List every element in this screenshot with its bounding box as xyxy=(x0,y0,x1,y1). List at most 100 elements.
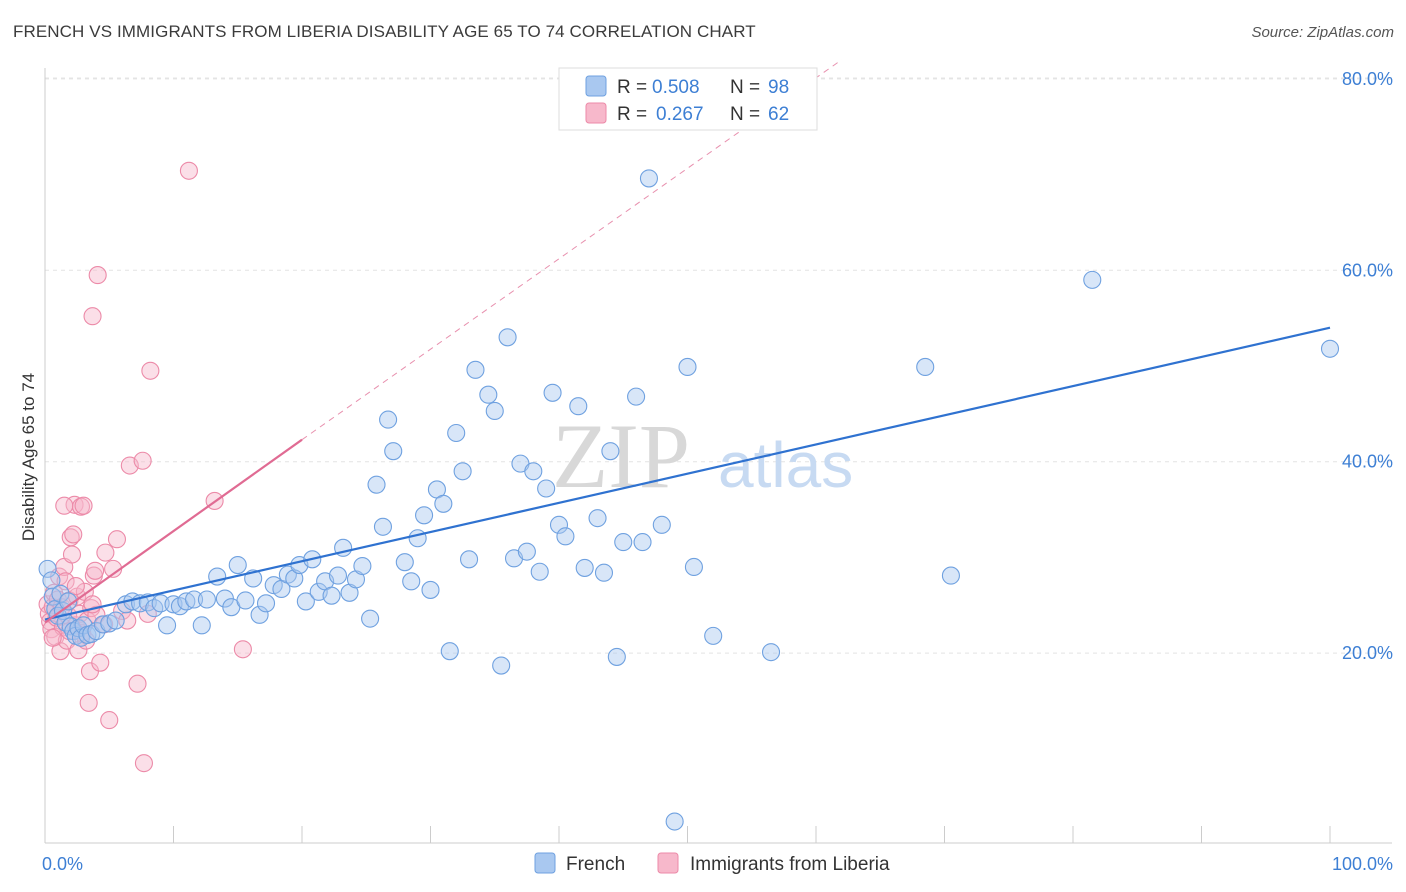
liberia-point xyxy=(100,711,119,730)
french-point xyxy=(177,592,196,611)
axis-layer: 20.0% 40.0% 60.0% 80.0% 0.0% 100.0% xyxy=(42,68,1393,874)
french-point xyxy=(627,387,646,406)
french-point xyxy=(402,572,421,591)
french-point xyxy=(250,605,269,624)
french-point xyxy=(51,584,70,603)
french-point xyxy=(614,533,633,552)
source-label: Source: ZipAtlas.com xyxy=(1251,24,1394,41)
french-point xyxy=(588,509,607,528)
bottom-legend-swatch-french xyxy=(534,852,556,874)
liberia-point xyxy=(134,754,153,773)
french-point xyxy=(549,515,569,534)
liberia-point xyxy=(179,161,198,180)
y-tick-label: 60.0% xyxy=(1342,260,1393,280)
french-point xyxy=(704,626,723,645)
liberia-point xyxy=(79,693,98,712)
french-point xyxy=(466,360,485,379)
bottom-legend-swatch-liberia xyxy=(657,852,679,874)
french-point xyxy=(384,442,403,461)
french-point xyxy=(408,529,427,548)
french-point xyxy=(328,566,348,585)
watermark-zip: ZIP xyxy=(552,405,690,507)
french-point xyxy=(524,462,543,481)
liberia-point xyxy=(91,653,110,672)
french-point xyxy=(517,542,536,561)
x-tick-label-min: 0.0% xyxy=(42,854,83,874)
french-point xyxy=(353,556,372,576)
legend-n-value-liberia: 62 xyxy=(768,104,789,125)
french-point xyxy=(322,586,341,605)
french-point xyxy=(367,475,386,494)
french-point xyxy=(916,357,935,377)
legend-n-label-french: N = xyxy=(730,77,760,98)
french-point xyxy=(492,656,511,675)
french-point xyxy=(556,527,575,546)
y-axis-title: Disability Age 65 to 74 xyxy=(19,373,38,541)
french-point xyxy=(373,517,393,536)
french-point xyxy=(761,643,781,662)
french-point xyxy=(228,556,247,575)
liberia-point xyxy=(141,361,160,380)
french-point xyxy=(197,590,216,609)
french-point xyxy=(61,617,80,636)
french-point xyxy=(1320,339,1340,358)
y-tick-label: 20.0% xyxy=(1342,643,1393,663)
french-point xyxy=(256,594,276,613)
french-point xyxy=(569,397,588,416)
legend-r-value-french: 0.508 xyxy=(652,77,700,98)
liberia-point xyxy=(64,525,83,544)
french-point xyxy=(479,385,498,404)
french-point xyxy=(652,515,671,534)
bottom-legend-label-liberia: Immigrants from Liberia xyxy=(690,854,890,875)
french-point xyxy=(530,562,549,581)
liberia-point xyxy=(55,496,74,515)
liberia-point xyxy=(86,561,105,580)
french-point xyxy=(42,571,61,590)
liberia-point xyxy=(133,451,152,470)
french-point xyxy=(395,553,414,572)
legend-n-value-french: 98 xyxy=(768,77,789,98)
french-point xyxy=(537,479,556,498)
legend-n-label-liberia: N = xyxy=(730,104,760,125)
french-point xyxy=(601,442,620,461)
french-point xyxy=(684,557,703,577)
liberia-point xyxy=(51,642,70,661)
liberia-point xyxy=(107,530,127,549)
y-tick-label: 80.0% xyxy=(1342,69,1393,89)
legend: R = 0.508 N = 98 R = 0.267 N = 62 xyxy=(558,67,818,131)
grid-layer xyxy=(45,77,1392,654)
french-point xyxy=(447,423,466,443)
french-point xyxy=(415,506,434,525)
french-point xyxy=(453,462,472,481)
legend-swatch-french xyxy=(585,75,607,97)
x-tick-label-max: 100.0% xyxy=(1332,854,1393,874)
liberia-point xyxy=(83,307,102,326)
french-point xyxy=(421,580,440,599)
french-point xyxy=(440,642,459,661)
liberia-series xyxy=(38,161,252,773)
liberia-point xyxy=(96,543,115,562)
french-point xyxy=(38,559,57,578)
liberia-point xyxy=(233,640,252,659)
liberia-trend-line xyxy=(44,438,303,624)
french-point xyxy=(59,592,78,611)
french-point xyxy=(678,357,697,377)
french-point xyxy=(607,647,626,666)
liberia-point xyxy=(87,605,106,624)
french-point xyxy=(151,594,170,613)
french-point xyxy=(236,591,255,610)
liberia-point xyxy=(128,674,147,693)
legend-swatch-liberia xyxy=(585,102,607,124)
french-point xyxy=(498,328,517,347)
french-point xyxy=(361,609,380,628)
french-point xyxy=(379,410,398,429)
legend-r-value-liberia: 0.267 xyxy=(656,104,704,125)
french-point xyxy=(192,616,211,635)
french-point xyxy=(185,590,204,609)
french-point xyxy=(158,616,177,635)
french-point xyxy=(543,383,562,402)
trend-lines xyxy=(44,59,1331,624)
bottom-legend: French Immigrants from Liberia xyxy=(534,852,890,875)
french-point xyxy=(633,533,652,552)
